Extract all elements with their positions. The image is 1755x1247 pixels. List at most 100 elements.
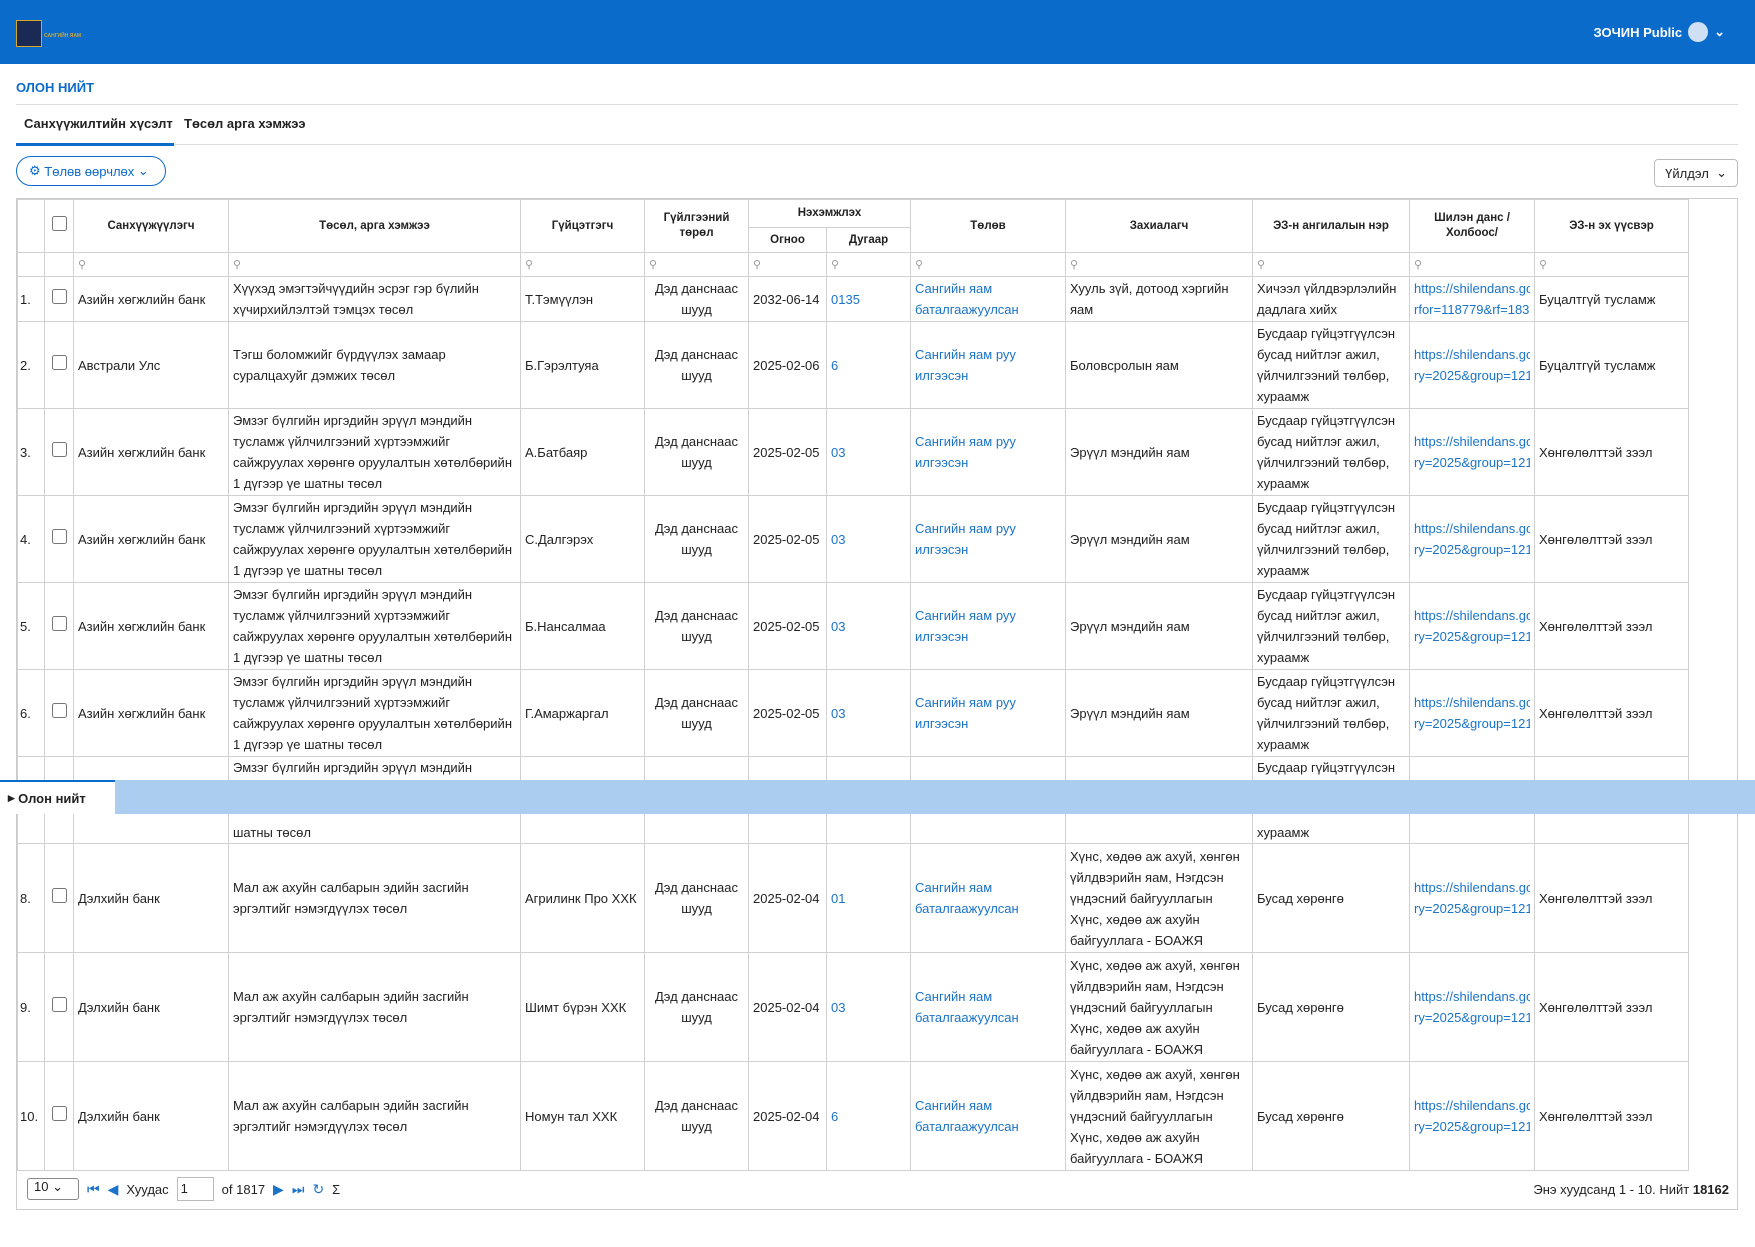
table-row: 10. Дэлхийн банк Мал аж ахуйн салбарын эди… — [17, 1061, 1690, 1171]
filter-cell[interactable]: ⚲ — [1065, 252, 1254, 277]
cell-text[interactable]: https://shilendans.gov ry=2025&group=121… — [1414, 434, 1531, 470]
filter-cell[interactable]: ⚲ — [1534, 252, 1690, 277]
row-number: 6. — [20, 705, 31, 721]
cell-text: Хөнгөлөлттэй зээл — [1539, 1108, 1653, 1124]
cell-text[interactable]: Сангийн яам руу илгээсэн — [915, 695, 1016, 731]
summary-text: Энэ хуудсанд 1 - 10. Нийт — [1533, 1181, 1690, 1197]
cell-text: Эмзэг бүлгийн иргэдийн эрүүл мэндийн тус… — [233, 587, 512, 665]
cell: https://shilendans.gov ry=2025&group=121… — [1409, 1061, 1536, 1171]
checkbox[interactable] — [51, 528, 67, 544]
cell-text[interactable]: Сангийн яам руу илгээсэн — [915, 521, 1016, 557]
filter-cell[interactable]: ⚲ — [520, 252, 645, 277]
cell-text[interactable]: 03 — [831, 705, 846, 721]
cell-text[interactable]: https://shilendans.gov ry=2025&group=121… — [1414, 608, 1531, 644]
cell-text: Дэд данснаас шууд — [655, 281, 738, 317]
cell: Дэд данснаас шууд — [644, 495, 749, 583]
cell-text[interactable]: Сангийн яам руу илгээсэн — [915, 434, 1016, 470]
cell-text[interactable]: 01 — [831, 890, 846, 906]
checkbox[interactable] — [51, 887, 67, 903]
cell: 3. — [17, 408, 45, 496]
cell-text[interactable]: https://shilendans.gov ry=2025&group=121… — [1414, 880, 1531, 916]
cell-text[interactable]: https://shilendans.gov ry=2025&group=121… — [1414, 521, 1531, 557]
cell-text[interactable]: https://shilendans.gov ry=2025&group=121… — [1414, 347, 1531, 383]
page-size[interactable]: 10 ⌄ — [27, 1178, 79, 1200]
cell: Дэлхийн банк — [73, 843, 229, 953]
cell-text[interactable]: 03 — [831, 618, 846, 634]
cell-text[interactable]: 03 — [831, 999, 846, 1015]
checkbox[interactable] — [51, 615, 67, 631]
cell: https://shilendans.gov ry=2025&group=121… — [1409, 495, 1536, 583]
checkbox[interactable] — [51, 996, 67, 1012]
prev-page[interactable]: ◀ — [107, 1180, 119, 1197]
page-label: Хуудас — [126, 1181, 169, 1197]
cell-text: 2025-02-04 — [753, 890, 820, 906]
cell-text: Дэд данснаас шууд — [655, 608, 738, 644]
cell-text: Эрүүл мэндийн яам — [1070, 705, 1190, 721]
cell-text: Буцалтгүй тусламж — [1539, 357, 1656, 373]
cell-text[interactable]: Сангийн яам баталгаажуулсан — [915, 1098, 1019, 1134]
cell-text[interactable]: 03 — [831, 444, 846, 460]
cell-text[interactable]: Сангийн яам баталгаажуулсан — [915, 989, 1019, 1025]
cell: 5. — [17, 582, 45, 670]
cell-text: Бусдаар гүйцэтгүүлсэн — [1257, 760, 1396, 775]
filter-cell[interactable]: ⚲ — [228, 252, 521, 277]
cell-text[interactable]: 6 — [831, 1108, 839, 1124]
filter-cell[interactable]: ⚲ — [73, 252, 229, 277]
filter-cell[interactable]: ⚲ — [825, 252, 912, 277]
cell-text[interactable]: 0135 — [831, 291, 860, 307]
table-row: 5. Азийн хөгжлийн банк Эмзэг бүлгийн иргэд… — [17, 582, 1690, 670]
cell: Хөнгөлөлттэй зээл — [1534, 408, 1690, 496]
checkbox[interactable] — [51, 216, 67, 231]
cell: Бусдаар гүйцэтгүүлсэн бусад нийтлэг ажил… — [1252, 321, 1411, 409]
bottom-tab[interactable]: ▸ Олон нийт — [0, 780, 115, 814]
cell-text[interactable]: 03 — [831, 531, 846, 547]
user-menu[interactable]: ЗОЧИН Public ⌄ — [1594, 22, 1725, 42]
bottom-tab-bar — [0, 780, 1755, 814]
page-input[interactable]: 1 — [176, 1177, 214, 1201]
cell-text[interactable]: 6 — [831, 357, 839, 373]
cell: Хүүхэд эмэгтэйчүүдийн эсрэг гэр бүлийн х… — [228, 276, 521, 322]
cell: Сангийн яам баталгаажуулсан — [910, 843, 1067, 953]
refresh[interactable]: ↻ — [312, 1180, 325, 1197]
cell-text[interactable]: Сангийн яам баталгаажуулсан — [915, 281, 1019, 317]
filter-cell[interactable]: ⚲ — [910, 252, 1067, 277]
checkbox[interactable] — [51, 288, 67, 304]
cell: 03 — [825, 669, 912, 757]
cell-text: Хөнгөлөлттэй зээл — [1539, 444, 1653, 460]
filter-cell[interactable]: ⚲ — [644, 252, 749, 277]
last-page[interactable]: ⏭ — [291, 1180, 305, 1197]
cell-text: Дэд данснаас шууд — [655, 434, 738, 470]
cell-text[interactable]: https://shilendans.gov ry=2025&group=121… — [1414, 1098, 1531, 1134]
first-page[interactable]: ⏮ — [87, 1180, 100, 1197]
cell-text[interactable]: https://shilendans.gov ry=2025&group=121… — [1414, 989, 1531, 1025]
cell-text[interactable]: Сангийн яам руу илгээсэн — [915, 347, 1016, 383]
app-header: САНГИЙН ЯАМ ЗОЧИН Public ⌄ — [0, 0, 1755, 64]
cell-text[interactable]: Сангийн яам баталгаажуулсан — [915, 880, 1019, 916]
table-row: 1. Азийн хөгжлийн банк Хүүхэд эмэгтэйчүүди… — [17, 276, 1690, 322]
cell-text: Бусад хөрөнгө — [1257, 1108, 1344, 1124]
sum[interactable]: Σ — [332, 1181, 341, 1197]
next-page[interactable]: ▶ — [273, 1180, 284, 1197]
checkbox[interactable] — [51, 702, 67, 718]
cell-text[interactable]: Сангийн яам руу илгээсэн — [915, 608, 1016, 644]
cell: Дэд данснаас шууд — [644, 1061, 749, 1171]
column-header: Дугаар — [825, 227, 912, 253]
cell-text[interactable]: https://shilendans.gov rfor=118779&rf=18… — [1414, 281, 1531, 317]
tab[interactable]: Санхүүжилтийн хүсэлт — [24, 116, 173, 131]
cell-text: Хүнс, хөдөө аж ахуй, хөнгөн үйлдвэрийн я… — [1070, 848, 1240, 948]
filter-cell[interactable]: ⚲ — [748, 252, 827, 277]
actions-button[interactable]: Үйлдэл ⌄ — [1654, 159, 1738, 187]
cell-text[interactable]: https://shilendans.gov ry=2025&group=121… — [1414, 695, 1531, 731]
cell-text: Азийн хөгжлийн банк — [78, 618, 206, 634]
logo[interactable] — [16, 20, 42, 47]
status-button[interactable]: ⚙ Төлөв өөрчлөх ⌄ — [16, 156, 166, 186]
filter-cell[interactable]: ⚲ — [1252, 252, 1411, 277]
filter-cell[interactable]: ⚲ — [1409, 252, 1536, 277]
checkbox[interactable] — [51, 354, 67, 370]
checkbox[interactable] — [51, 1105, 67, 1121]
checkbox[interactable] — [51, 441, 67, 457]
cell-text: Мал аж ахуйн салбарын эдийн засгийн эргэ… — [233, 1098, 469, 1134]
tab[interactable]: Төсөл арга хэмжээ — [184, 116, 306, 131]
cell: Дэлхийн банк — [73, 952, 229, 1062]
